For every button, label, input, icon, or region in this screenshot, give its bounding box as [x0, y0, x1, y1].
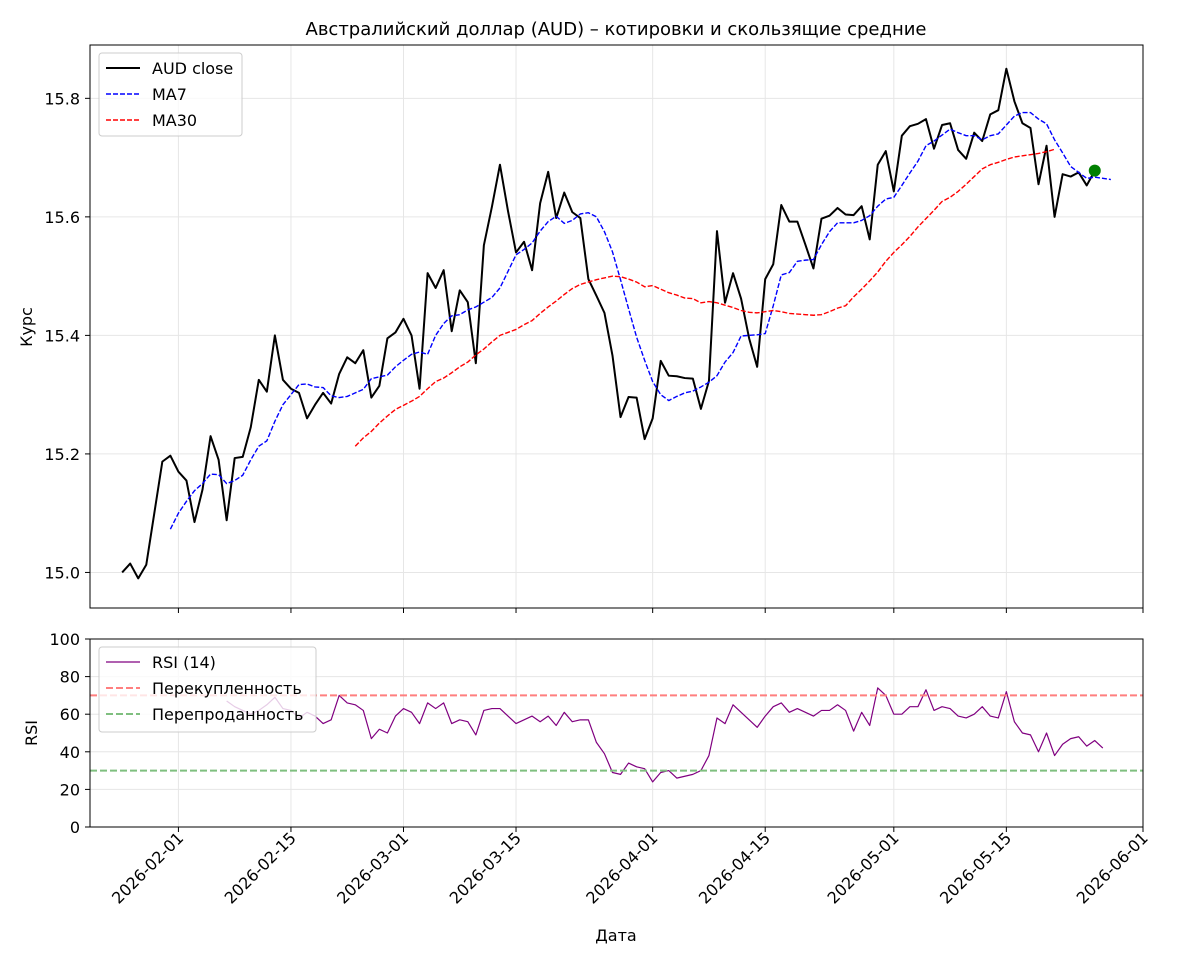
- legend-label-oversold: Перепроданность: [152, 705, 303, 724]
- series-line-ma30: [354, 148, 1055, 447]
- legend-label-ma7: MA7: [152, 85, 187, 104]
- legend-label-rsi: RSI (14): [152, 653, 216, 672]
- rsi-y-tick-label: 80: [60, 668, 80, 687]
- rsi-y-axis-label: RSI: [22, 720, 41, 746]
- legend-label-ma30: MA30: [152, 111, 197, 130]
- rsi-y-tick-label: 100: [49, 630, 80, 649]
- price-y-tick-label: 15.6: [44, 208, 80, 227]
- price-y-tick-label: 15.8: [44, 89, 80, 108]
- price-y-tick-label: 15.2: [44, 445, 80, 464]
- price-legend: AUD close MA7 MA30: [98, 52, 243, 137]
- rsi-y-tick-label: 40: [60, 743, 80, 762]
- price-y-axis: 15.0 15.2 15.4 15.6 15.8: [44, 89, 90, 582]
- legend-label-aud-close: AUD close: [152, 59, 233, 78]
- price-y-tick-label: 15.4: [44, 326, 80, 345]
- price-chart-title: Австралийский доллар (AUD) – котировки и…: [306, 19, 927, 40]
- rsi-y-tick-label: 60: [60, 705, 80, 724]
- rsi-legend: RSI (14) Перекупленность Перепроданность: [98, 646, 317, 733]
- x-axis-label: Дата: [595, 926, 636, 945]
- rsi-legend-box: [98, 646, 317, 733]
- price-y-tick-label: 15.0: [44, 563, 80, 582]
- rsi-axes-frame: [89, 638, 1144, 828]
- price-axes-frame: [89, 44, 1144, 609]
- rsi-y-tick-label: 20: [60, 780, 80, 799]
- legend-label-overbought: Перекупленность: [152, 679, 302, 698]
- price-legend-box: [98, 52, 243, 137]
- price-x-axis-ticks: [177, 608, 1144, 613]
- last-close-marker: [1088, 164, 1101, 177]
- price-y-axis-label: Курс: [17, 307, 36, 347]
- rsi-y-tick-label: 0: [70, 818, 80, 837]
- price-series-layer: [121, 67, 1111, 580]
- series-line-ma7: [169, 111, 1111, 530]
- rsi-y-axis: 0 20 40 60 80 100: [49, 630, 90, 837]
- series-line-aud-close: [121, 67, 1096, 580]
